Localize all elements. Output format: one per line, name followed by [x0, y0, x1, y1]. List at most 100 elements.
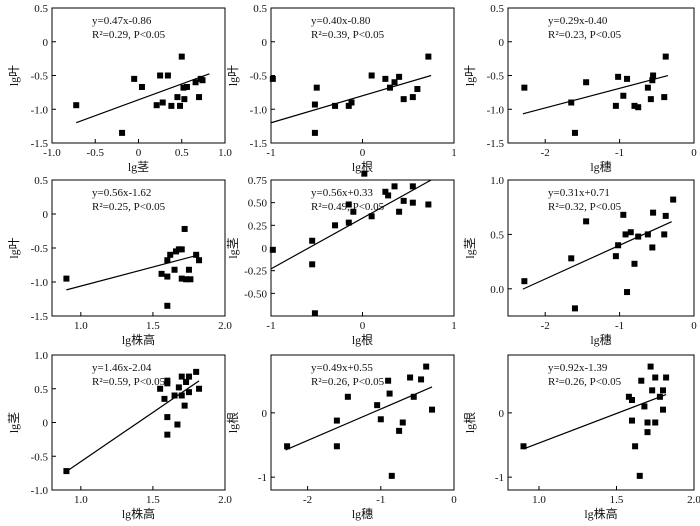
data-point — [309, 261, 316, 268]
y-tick-label: 0.5 — [490, 3, 504, 15]
regression-line — [76, 73, 210, 124]
x-axis-label: lg株高 — [122, 332, 155, 347]
data-point — [568, 99, 575, 106]
data-point — [131, 75, 138, 82]
data-point — [583, 79, 590, 86]
data-point — [632, 443, 639, 450]
data-point — [183, 276, 190, 283]
data-point — [382, 75, 389, 82]
data-point — [181, 402, 188, 409]
data-point — [629, 397, 635, 403]
data-point — [178, 275, 185, 282]
data-point — [311, 310, 318, 317]
plot-frame — [507, 179, 695, 317]
y-tick-label: 1.0 — [34, 350, 48, 362]
y-axis-label: lg茎 — [7, 412, 21, 433]
data-point — [636, 472, 643, 479]
data-point — [388, 472, 395, 479]
y-tick-label: -0.50 — [244, 288, 267, 300]
y-tick-label: 0.75 — [248, 175, 268, 187]
x-tick-label: -1 — [615, 320, 624, 332]
regression-stats: R²=0.26, P<0.05 — [548, 376, 622, 388]
data-point — [178, 53, 185, 60]
y-tick-label: -1.0 — [250, 104, 268, 116]
data-point — [622, 231, 629, 238]
data-point — [361, 170, 368, 177]
x-tick-label: 1 — [451, 147, 457, 159]
y-tick-label: 0.25 — [248, 220, 268, 232]
regression-stats: R²=0.59, P<0.05 — [92, 376, 166, 388]
regression-equation: y=0.31x+0.71 — [548, 187, 610, 199]
data-point — [174, 421, 181, 428]
data-point — [396, 208, 403, 215]
regression-stats: R²=0.23, P<0.05 — [548, 29, 622, 41]
data-point — [269, 246, 276, 253]
regression-equation: y=1.46x-2.04 — [92, 362, 152, 374]
data-point — [624, 289, 631, 296]
data-point — [400, 197, 407, 204]
x-tick-label: 0.5 — [175, 147, 189, 159]
data-point — [656, 393, 663, 400]
y-tick-label: 0 — [43, 209, 49, 221]
data-point — [345, 201, 352, 208]
data-point — [344, 393, 351, 400]
y-tick-label: 0.5 — [253, 3, 267, 15]
data-point — [348, 99, 355, 106]
regression-equation: y=0.92x-1.39 — [548, 362, 608, 374]
data-point — [345, 219, 352, 226]
data-point — [652, 374, 659, 381]
data-point — [629, 417, 635, 424]
data-point — [641, 403, 648, 410]
x-axis-label: lg穗 — [590, 333, 611, 347]
data-point — [350, 208, 357, 215]
y-tick-label: 0.5 — [34, 384, 48, 396]
x-tick-label: 0 — [360, 320, 366, 332]
data-point — [181, 96, 188, 103]
regression-line — [285, 386, 433, 451]
y-tick-label: 0.5 — [490, 229, 504, 241]
x-tick-label: 1 — [451, 320, 457, 332]
data-point — [571, 305, 578, 312]
data-point — [180, 84, 187, 91]
regression-stats: R²=0.29, P<0.05 — [92, 29, 166, 41]
regression-equation: y=0.56x+0.33 — [311, 187, 373, 199]
data-point — [157, 72, 164, 79]
x-tick-label: 0 — [451, 494, 457, 506]
data-point — [662, 212, 669, 219]
data-point — [660, 387, 666, 394]
data-point — [168, 102, 175, 109]
regression-equation: y=0.49x+0.55 — [311, 362, 373, 374]
x-tick-label: 1.0 — [532, 494, 546, 506]
y-tick-label: 0.50 — [248, 198, 268, 210]
data-point — [409, 94, 416, 101]
data-point — [649, 77, 656, 84]
data-point — [333, 443, 340, 450]
x-tick-label: 1.5 — [610, 494, 624, 506]
y-tick-label: -1.0 — [487, 104, 505, 116]
data-point — [649, 387, 656, 394]
regression-equation: y=0.40x-0.80 — [311, 15, 371, 27]
y-tick-label: 0.0 — [490, 284, 504, 296]
data-point — [662, 53, 669, 60]
scatter-panel-3: -2 -1 0 -1.5 -1.0 -0.5 0 0.5 lg穗 lg叶 y=0.29x-0.40 R… — [463, 3, 697, 174]
data-point — [650, 72, 657, 79]
data-point — [63, 275, 70, 282]
scatter-panel-2: -1 0 1 -1.5 -1.0 -0.5 0 0.5 lg根 lg叶 y=0.40x-0.80 R²… — [226, 3, 457, 174]
data-point — [159, 99, 166, 106]
data-point — [583, 218, 590, 225]
y-tick-label: 0 — [43, 37, 49, 49]
y-tick-label: -1.5 — [31, 138, 49, 150]
y-tick-label: -1.0 — [31, 104, 49, 116]
y-tick-label: -1.0 — [31, 485, 49, 497]
y-axis-label: lg根 — [463, 412, 477, 433]
data-point — [635, 104, 642, 111]
data-point — [399, 419, 406, 426]
x-tick-label: 0 — [360, 147, 366, 159]
data-point — [164, 431, 171, 438]
data-point — [638, 377, 645, 384]
x-axis-label: lg株高 — [584, 506, 617, 521]
data-point — [661, 94, 668, 101]
x-axis-label: lg茎 — [128, 160, 149, 174]
data-point — [660, 406, 666, 413]
data-point — [345, 102, 352, 109]
